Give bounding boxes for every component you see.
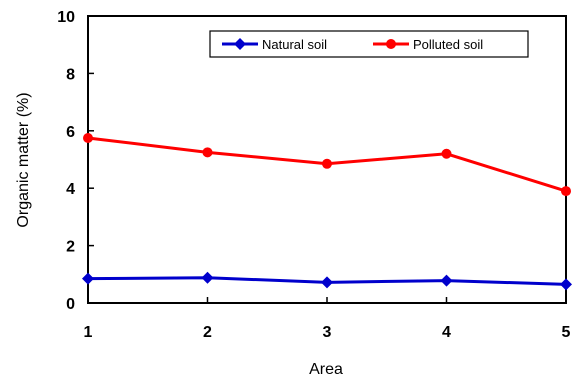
y-tick-label: 10 — [57, 9, 75, 26]
data-point-polluted-soil — [203, 147, 213, 157]
x-tick-label: 1 — [84, 324, 93, 341]
data-point-polluted-soil — [442, 149, 452, 159]
y-tick-label: 2 — [66, 239, 75, 256]
y-tick-label: 0 — [66, 296, 75, 313]
x-axis-label: Area — [309, 361, 343, 378]
x-tick-label: 3 — [323, 324, 332, 341]
data-point-natural-soil — [441, 275, 453, 287]
y-tick-label: 4 — [66, 181, 75, 198]
y-axis-label: Organic matter (%) — [15, 92, 32, 227]
series-layer — [82, 133, 572, 290]
data-point-polluted-soil — [322, 159, 332, 169]
legend-label-polluted-soil: Polluted soil — [413, 37, 483, 52]
x-tick-label: 5 — [562, 324, 571, 341]
data-point-polluted-soil — [561, 186, 571, 196]
x-tick-label: 4 — [442, 324, 451, 341]
y-tick-label: 8 — [66, 66, 75, 83]
x-tick-label: 2 — [203, 324, 212, 341]
y-tick-label: 6 — [66, 124, 75, 141]
legend-marker-polluted-soil — [386, 39, 396, 49]
data-point-polluted-soil — [83, 133, 93, 143]
legend: Natural soil Polluted soil — [210, 31, 528, 57]
data-point-natural-soil — [321, 276, 333, 288]
data-point-natural-soil — [202, 272, 214, 284]
data-point-natural-soil — [82, 273, 94, 285]
legend-label-natural-soil: Natural soil — [262, 37, 327, 52]
data-point-natural-soil — [560, 278, 572, 290]
